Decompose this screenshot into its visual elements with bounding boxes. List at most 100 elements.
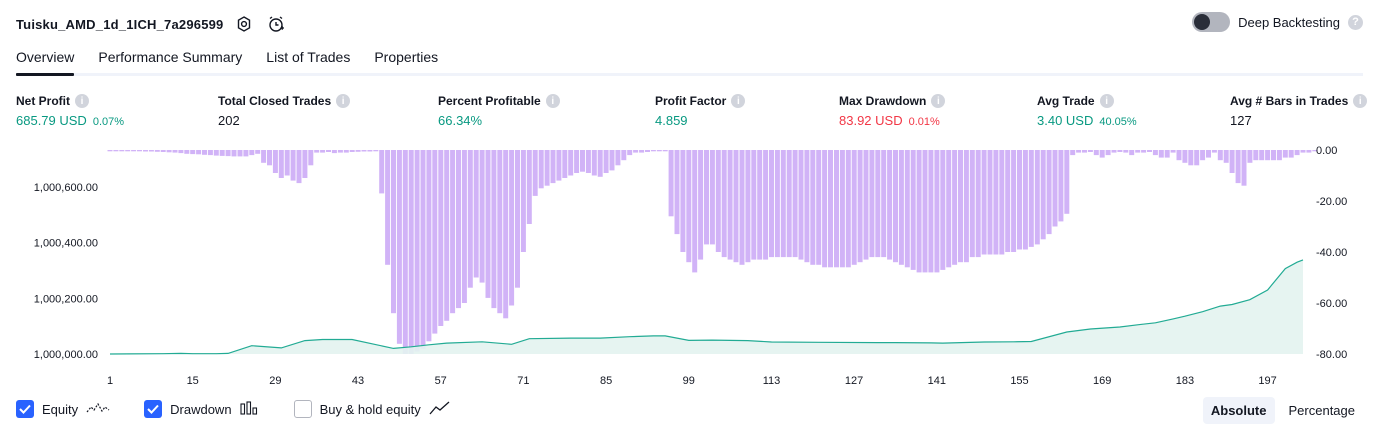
drawdown-bar (408, 150, 414, 354)
drawdown-bar (515, 150, 520, 288)
drawdown-bar (633, 150, 639, 153)
drawdown-bar (402, 150, 408, 354)
stat-avg-trade: Avg Trade i 3.40 USD 40.05% (1037, 94, 1137, 128)
buy-hold-checkbox[interactable] (293, 400, 312, 418)
tab-performance-summary[interactable]: Performance Summary (98, 49, 243, 65)
drawdown-bar (1046, 150, 1052, 235)
drawdown-bar (385, 150, 391, 265)
info-icon[interactable]: i (75, 94, 89, 108)
drawdown-bar (1206, 150, 1211, 158)
drawdown-bar (278, 150, 284, 178)
drawdown-bars-icon (240, 400, 260, 418)
drawdown-bar (922, 150, 928, 273)
legend-buy-hold[interactable]: Buy & hold equity (293, 400, 451, 418)
strategy-title[interactable]: Tuisku_AMD_1d_1ICH_7a296599 (16, 16, 224, 32)
drawdown-bar (1188, 150, 1194, 166)
help-icon[interactable]: ? (1348, 14, 1363, 30)
drawdown-bar (119, 150, 125, 152)
drawdown-bar (202, 150, 207, 155)
equity-drawdown-chart[interactable]: 1,000,600.00 1,000,400.00 1,000,200.00 1,00… (0, 140, 1379, 390)
drawdown-bar (934, 150, 940, 273)
drawdown-bar (1265, 150, 1271, 161)
drawdown-bar (438, 150, 444, 326)
drawdown-bar (816, 150, 822, 265)
tab-properties[interactable]: Properties (374, 49, 439, 65)
drawdown-bar (213, 150, 219, 156)
x-axis-tick: 183 (1176, 375, 1194, 387)
drawdown-bar (107, 150, 113, 152)
drawdown-bar (367, 150, 373, 152)
buy-hold-line-icon (429, 401, 451, 418)
info-icon[interactable]: i (545, 94, 560, 108)
deep-backtesting-toggle[interactable] (1192, 12, 1231, 32)
stat-percent-profitable: Percent Profitable i 66.34% (438, 94, 560, 128)
drawdown-bar (249, 150, 255, 156)
equity-area (110, 259, 1303, 354)
x-axis-tick: 169 (1093, 375, 1111, 387)
legend-label: Drawdown (170, 401, 232, 417)
drawdown-bar (491, 150, 497, 309)
drawdown-bar (1017, 150, 1022, 250)
drawdown-bar (379, 150, 385, 194)
drawdown-bar (615, 150, 621, 166)
add-alert-icon[interactable] (265, 13, 287, 35)
drawdown-checkbox[interactable] (144, 400, 163, 418)
mode-percentage[interactable]: Percentage (1288, 403, 1356, 418)
stat-value: 3.40 USD (1037, 113, 1094, 128)
drawdown-bar (1259, 150, 1265, 161)
stat-percent: 0.07% (92, 116, 125, 128)
legend-drawdown[interactable]: Drawdown (144, 400, 259, 418)
drawdown-bar (308, 150, 314, 166)
tab-overview[interactable]: Overview (16, 46, 75, 76)
legend-label: Equity (42, 401, 79, 417)
mode-absolute[interactable]: Absolute (1202, 397, 1275, 424)
drawdown-bar (810, 150, 816, 265)
drawdown-bar (745, 150, 751, 263)
header: Tuisku_AMD_1d_1ICH_7a296599 (16, 12, 287, 36)
drawdown-bar (910, 150, 916, 270)
legend-equity[interactable]: Equity (16, 400, 110, 418)
drawdown-bar (467, 150, 473, 288)
toggle-knob (1194, 14, 1211, 30)
info-icon[interactable]: i (1353, 94, 1368, 108)
x-axis-tick: 99 (683, 375, 695, 387)
drawdown-bar (875, 150, 881, 258)
drawdown-bar (851, 150, 857, 265)
scale-mode-switch: Absolute Percentage (1202, 397, 1363, 424)
right-axis-tick: 0.00 (1316, 145, 1337, 157)
x-axis-tick: 29 (269, 375, 281, 387)
drawdown-bar (355, 150, 361, 152)
info-icon[interactable]: i (1099, 94, 1114, 108)
drawdown-bar (154, 150, 160, 152)
drawdown-bar (255, 150, 261, 154)
drawdown-bar (1300, 150, 1306, 153)
drawdown-bar (739, 150, 745, 265)
info-icon[interactable]: i (931, 94, 946, 108)
drawdown-bar (1194, 150, 1200, 166)
drawdown-bar (1117, 150, 1123, 152)
x-axis-tick: 85 (600, 375, 612, 387)
drawdown-bar (686, 150, 692, 263)
stat-value: 202 (218, 113, 240, 128)
drawdown-bar (585, 150, 591, 173)
drawdown-bar (1247, 150, 1253, 163)
drawdown-bar (621, 150, 627, 161)
stat-percent: 40.05% (1099, 116, 1137, 128)
drawdown-bar (444, 150, 450, 321)
drawdown-bar (302, 150, 308, 178)
drawdown-bar (184, 150, 190, 154)
equity-checkbox[interactable] (16, 400, 34, 418)
drawdown-bar (863, 150, 869, 260)
drawdown-bar (520, 150, 526, 252)
drawdown-bar (639, 150, 645, 153)
drawdown-bar (178, 150, 184, 154)
drawdown-bar (503, 150, 509, 319)
settings-icon[interactable] (233, 13, 255, 35)
tab-list-of-trades[interactable]: List of Trades (266, 49, 351, 65)
info-icon[interactable]: i (731, 94, 746, 108)
deep-backtesting: Deep Backtesting ? (1192, 12, 1363, 32)
x-axis-tick: 71 (517, 375, 529, 387)
drawdown-bar (627, 150, 633, 156)
info-icon[interactable]: i (336, 94, 351, 108)
drawdown-bar (869, 150, 875, 258)
